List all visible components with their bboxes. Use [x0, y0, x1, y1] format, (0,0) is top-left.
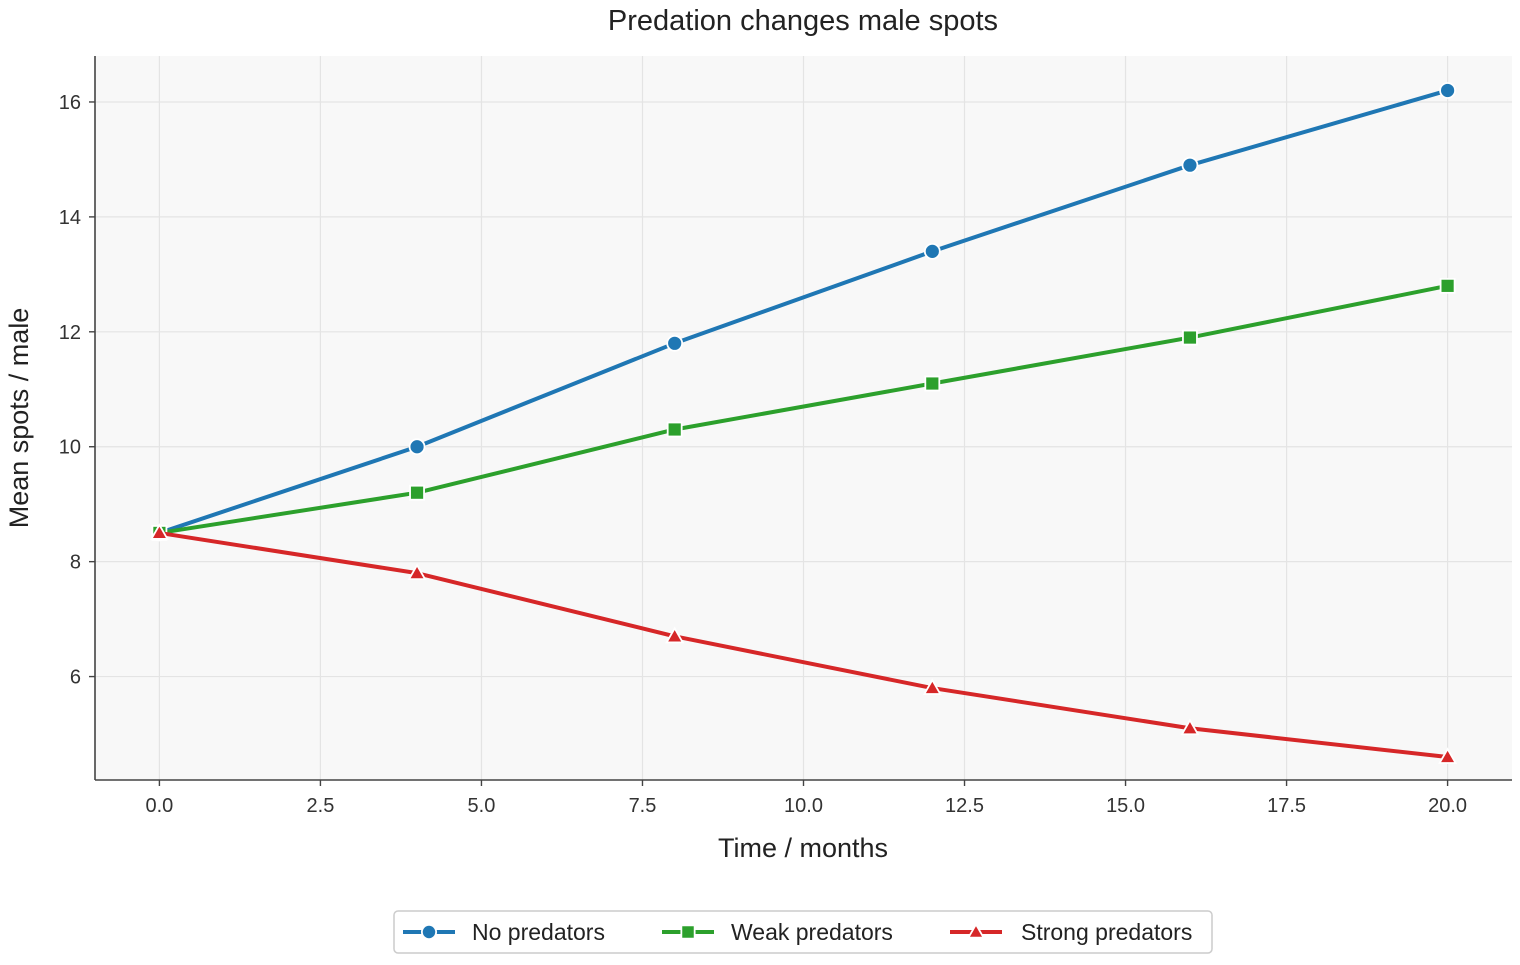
x-tick-label: 10.0	[784, 795, 823, 817]
data-point-weak-predators	[924, 375, 941, 392]
x-tick-label: 2.5	[307, 795, 335, 817]
axes	[89, 56, 1512, 786]
data-point-no-predators	[1439, 82, 1456, 99]
y-axis-title: Mean spots / male	[4, 308, 34, 529]
data-series	[149, 82, 1458, 764]
legend-marker	[966, 922, 986, 939]
legend-box	[393, 910, 1213, 954]
data-point-strong-predators	[922, 678, 942, 695]
legend-label: No predators	[472, 919, 605, 945]
y-tick-label: 8	[70, 552, 81, 574]
legend-label: Strong predators	[1021, 919, 1192, 945]
y-tick-label: 14	[59, 207, 81, 229]
x-tick-label: 0.0	[146, 795, 174, 817]
data-point-strong-predators	[1438, 747, 1458, 764]
y-tick-label: 16	[59, 92, 81, 114]
data-point-strong-predators	[665, 626, 685, 644]
legend: No predators Weak predators Strong predato…	[393, 910, 1213, 954]
data-point-no-predators	[923, 242, 941, 260]
x-tick-label: 17.5	[1267, 795, 1306, 817]
series-line-weak-predators	[157, 283, 1450, 535]
legend-marker	[680, 924, 696, 940]
tick-labels: 0.0 2.5 5.0 7.5 10.0 12.5 15.0 17.5 20.0 6 8 10 12 14…	[59, 92, 1467, 817]
data-point-no-predators	[666, 334, 684, 352]
legend-item-no-predators: No predators	[403, 919, 605, 945]
series-weak-predators	[151, 277, 1456, 541]
data-point-no-predators	[1181, 156, 1199, 174]
data-point-no-predators	[408, 438, 426, 456]
grid-lines	[95, 56, 1512, 780]
data-point-weak-predators	[1439, 277, 1456, 294]
data-point-strong-predators	[407, 563, 427, 581]
series-line-strong-predators	[157, 530, 1450, 760]
y-tick-label: 10	[59, 437, 81, 459]
y-tick-label: 12	[59, 322, 81, 344]
x-tick-label: 5.0	[468, 795, 496, 817]
x-tick-label: 20.0	[1428, 795, 1467, 817]
x-tick-label: 15.0	[1106, 795, 1145, 817]
legend-marker	[420, 923, 438, 941]
x-tick-label: 12.5	[945, 795, 984, 817]
legend-item-weak-predators: Weak predators	[662, 919, 893, 945]
x-tick-label: 7.5	[629, 795, 657, 817]
series-strong-predators	[149, 523, 1458, 764]
data-point-weak-predators	[666, 421, 683, 438]
chart-title: Predation changes male spots	[608, 5, 998, 37]
data-point-weak-predators	[409, 484, 425, 501]
x-axis-title: Time / months	[718, 833, 888, 863]
legend-label: Weak predators	[731, 919, 893, 945]
legend-item-strong-predators: Strong predators	[950, 919, 1192, 945]
series-line-no-predators	[157, 88, 1450, 535]
y-tick-label: 6	[70, 667, 81, 689]
data-point-strong-predators	[1180, 718, 1200, 736]
data-point-weak-predators	[1182, 329, 1198, 346]
data-point-strong-predators	[149, 523, 169, 540]
